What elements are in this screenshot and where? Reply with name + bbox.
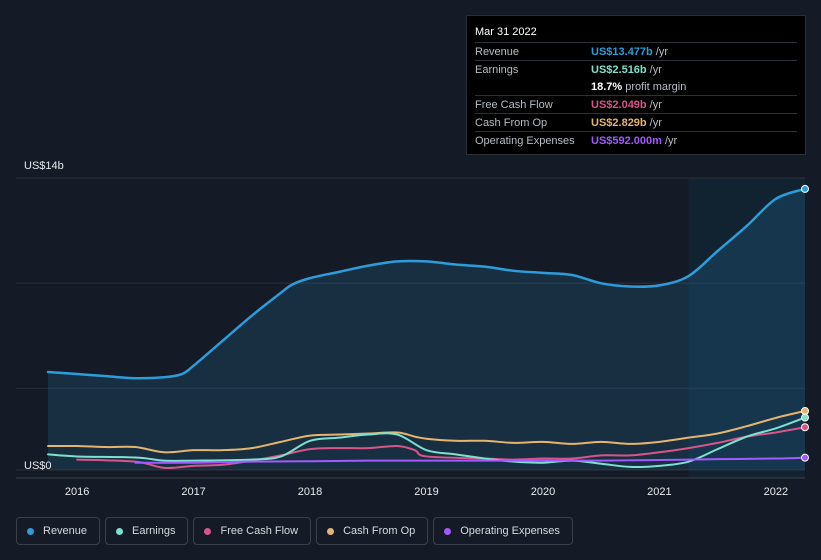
profit-margin-text: profit margin bbox=[625, 80, 687, 93]
legend-label: Free Cash Flow bbox=[220, 525, 299, 537]
tooltip-date: Mar 31 2022 bbox=[475, 26, 537, 38]
profit-margin-value: 18.7% bbox=[591, 80, 623, 93]
tooltip-label: Free Cash Flow bbox=[475, 98, 553, 111]
revenue-area-fill bbox=[48, 188, 805, 471]
legend-label: Earnings bbox=[132, 525, 176, 537]
free-cash-flow-end-dot bbox=[801, 423, 809, 432]
tooltip-panel: Mar 31 2022 Revenue US$13.477b /yr Earni… bbox=[466, 15, 806, 155]
y-axis-bottom-label: US$0 bbox=[24, 460, 52, 472]
operating-expenses-line bbox=[134, 456, 806, 464]
operating-expenses-end-dot bbox=[801, 453, 809, 462]
x-tick-label: 2022 bbox=[764, 486, 788, 498]
x-tick-label: 2020 bbox=[531, 486, 555, 498]
legend-dot-icon bbox=[204, 527, 212, 535]
revenue-end-dot bbox=[801, 184, 809, 193]
x-tick-label: 2018 bbox=[298, 486, 322, 498]
tooltip-unit: /yr bbox=[649, 116, 662, 129]
tooltip-row-cash-from-op: Cash From Op US$2.829b /yr bbox=[475, 113, 797, 131]
tooltip-row-revenue: Revenue US$13.477b /yr bbox=[475, 42, 797, 60]
gridlines bbox=[16, 177, 805, 479]
series-layer bbox=[46, 187, 807, 471]
tooltip-label: Revenue bbox=[475, 45, 520, 58]
cash-from-op-line bbox=[47, 409, 806, 454]
forecast-highlight-band bbox=[688, 178, 805, 478]
legend-label: Operating Expenses bbox=[460, 525, 560, 537]
legend-dot-icon bbox=[27, 527, 34, 535]
chart-legend: Revenue Earnings Free Cash Flow Cash Fro… bbox=[16, 517, 573, 545]
legend-item-free-cash-flow[interactable]: Free Cash Flow bbox=[193, 517, 312, 545]
x-axis-ticks: 2016 2017 2018 2019 2020 2021 2022 bbox=[65, 486, 788, 498]
tooltip-row-free-cash-flow: Free Cash Flow US$2.049b /yr bbox=[475, 95, 797, 113]
revenue-line bbox=[46, 187, 807, 380]
tooltip-unit: /yr bbox=[649, 63, 662, 76]
tooltip-value: US$13.477b bbox=[591, 45, 653, 58]
tooltip-label: Operating Expenses bbox=[475, 134, 575, 147]
tooltip-value: US$2.829b bbox=[591, 116, 647, 129]
tooltip-value: US$2.516b bbox=[591, 63, 647, 76]
legend-item-earnings[interactable]: Earnings bbox=[105, 517, 189, 545]
y-axis-top-label: US$14b bbox=[24, 160, 64, 172]
tooltip-label: Cash From Op bbox=[475, 116, 548, 129]
free-cash-flow-line bbox=[76, 426, 806, 470]
series-end-markers bbox=[801, 184, 809, 462]
earnings-end-dot bbox=[801, 413, 809, 422]
legend-item-revenue[interactable]: Revenue bbox=[16, 517, 101, 545]
tooltip-row-operating-expenses: Operating Expenses US$592.000m /yr bbox=[475, 131, 797, 149]
earnings-line bbox=[47, 416, 806, 468]
legend-dot-icon bbox=[116, 527, 124, 535]
x-tick-label: 2016 bbox=[65, 486, 89, 498]
legend-item-cash-from-op[interactable]: Cash From Op bbox=[316, 517, 429, 545]
x-tick-label: 2021 bbox=[647, 486, 671, 498]
legend-label: Cash From Op bbox=[343, 525, 416, 537]
tooltip-unit: /yr bbox=[649, 98, 662, 111]
tooltip-row-profit-margin: 18.7% profit margin bbox=[475, 78, 797, 95]
tooltip-label: Earnings bbox=[475, 63, 519, 76]
tooltip-unit: /yr bbox=[655, 45, 668, 58]
tooltip-value: US$592.000m bbox=[591, 134, 662, 147]
tooltip-row-earnings: Earnings US$2.516b /yr bbox=[475, 60, 797, 78]
tooltip-unit: /yr bbox=[664, 134, 678, 147]
legend-dot-icon bbox=[327, 527, 335, 535]
legend-label: Revenue bbox=[43, 525, 88, 537]
x-tick-label: 2017 bbox=[181, 486, 205, 498]
legend-item-operating-expenses[interactable]: Operating Expenses bbox=[433, 517, 573, 545]
tooltip-value: US$2.049b bbox=[591, 98, 647, 111]
cash-from-op-end-dot bbox=[801, 406, 809, 415]
x-tick-label: 2019 bbox=[414, 486, 438, 498]
legend-dot-icon bbox=[444, 527, 452, 535]
